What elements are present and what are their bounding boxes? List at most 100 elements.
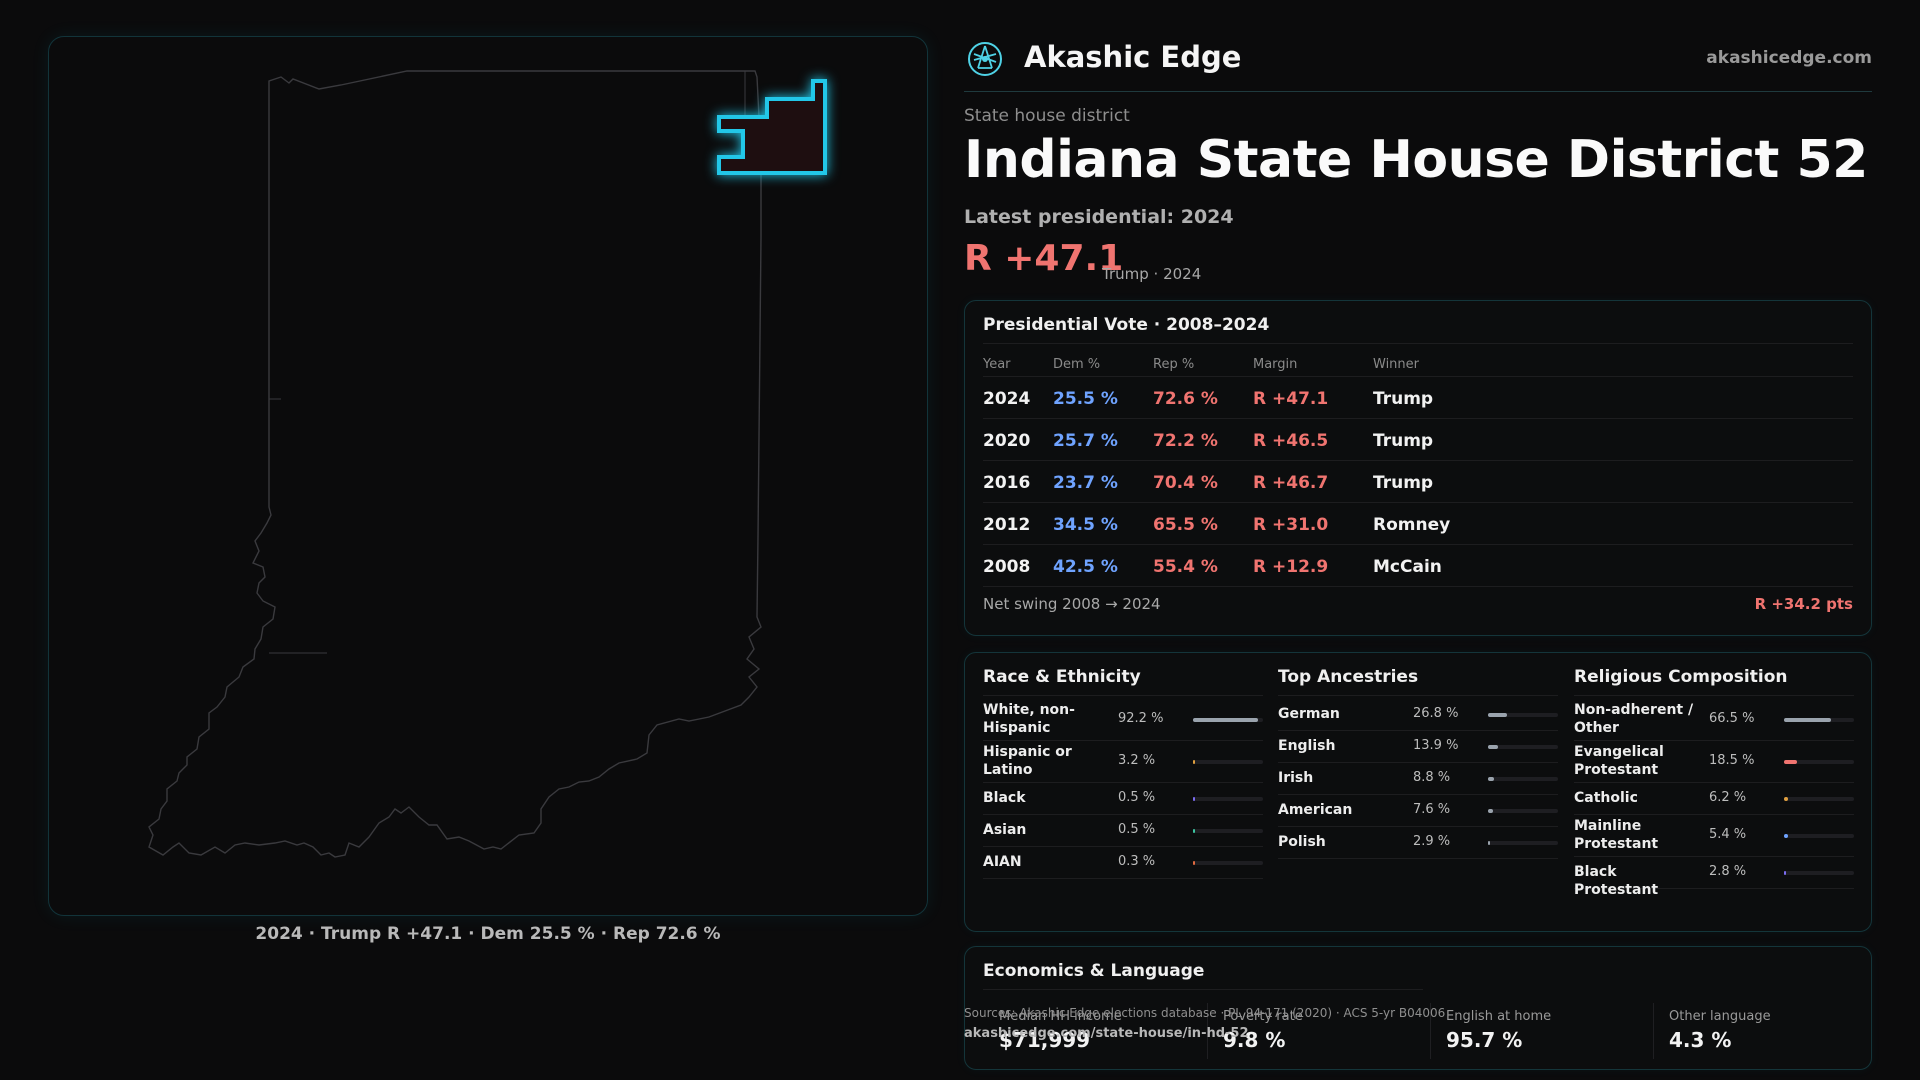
list-item: Irish 8.8 %	[1278, 763, 1558, 795]
item-bar	[1488, 809, 1558, 813]
presidential-card-title: Presidential Vote · 2008–2024	[983, 315, 1270, 335]
item-bar	[1488, 713, 1558, 717]
item-label: German	[1278, 706, 1340, 722]
header-winner: Winner	[1373, 357, 1420, 372]
brand-url-link[interactable]: akashicedge.com	[1706, 48, 1872, 68]
stat-other-language: Other language 4.3 %	[1669, 1009, 1771, 1052]
item-label: Hispanic or Latino	[983, 744, 1072, 778]
net-swing: Net swing 2008 → 2024 R +34.2 pts	[983, 595, 1853, 613]
item-label: Asian	[983, 822, 1027, 838]
header-margin: Margin	[1253, 357, 1298, 372]
divider	[1207, 1003, 1208, 1059]
row-winner: Trump	[1373, 389, 1434, 409]
item-label: Irish	[1278, 770, 1314, 786]
divider	[1278, 695, 1558, 696]
map-panel[interactable]	[48, 36, 928, 916]
item-bar	[1784, 871, 1854, 875]
item-label: English	[1278, 738, 1336, 754]
item-bar	[1488, 841, 1558, 845]
list-item: Mainline Protestant 5.4 %	[1574, 815, 1854, 857]
map-caption: 2024 · Trump R +47.1 · Dem 25.5 % · Rep …	[255, 924, 721, 944]
item-bar-fill	[1488, 841, 1491, 845]
divider	[983, 343, 1853, 344]
item-value: 13.9 %	[1413, 738, 1459, 753]
page-title: Indiana State House District 52	[964, 130, 1868, 190]
akashic-logo-icon[interactable]	[966, 40, 1004, 78]
divider	[983, 695, 1263, 696]
list-item: White, non-Hispanic 92.2 %	[983, 699, 1263, 741]
item-bar	[1193, 797, 1263, 801]
item-bar-fill	[1784, 760, 1797, 764]
item-bar-fill	[1193, 829, 1195, 833]
item-bar-fill	[1488, 809, 1494, 813]
item-value: 2.8 %	[1709, 864, 1747, 879]
religion-title: Religious Composition	[1574, 667, 1788, 687]
row-year: 2008	[983, 557, 1031, 577]
divider	[1430, 1003, 1431, 1059]
row-year: 2012	[983, 515, 1031, 535]
row-year: 2020	[983, 431, 1031, 451]
list-item: American 7.6 %	[1278, 795, 1558, 827]
presidential-vote-card: Presidential Vote · 2008–2024 Year Dem %…	[964, 300, 1872, 636]
table-row: 2024 25.5 % 72.6 % R +47.1 Trump	[983, 377, 1853, 419]
brand-name[interactable]: Akashic Edge	[1024, 40, 1242, 74]
item-label: Mainline Protestant	[1574, 818, 1659, 852]
table-row: 2020 25.7 % 72.2 % R +46.5 Trump	[983, 419, 1853, 461]
sources-url-link[interactable]: akashicedge.com/state-house/in-hd-52	[964, 1026, 1249, 1041]
item-bar-fill	[1193, 861, 1195, 865]
item-label: Black Protestant	[1574, 864, 1659, 898]
item-value: 7.6 %	[1413, 802, 1451, 817]
list-item: Non-adherent / Other 66.5 %	[1574, 699, 1854, 741]
row-rep: 55.4 %	[1153, 557, 1218, 577]
brand-header: Akashic Edge akashicedge.com	[964, 36, 1872, 92]
table-header: Year Dem % Rep % Margin Winner	[983, 351, 1853, 377]
list-item: Catholic 6.2 %	[1574, 783, 1854, 815]
divider	[983, 989, 1423, 990]
row-winner: Trump	[1373, 431, 1434, 451]
item-bar-fill	[1193, 797, 1195, 801]
item-bar	[1193, 718, 1263, 722]
item-value: 92.2 %	[1118, 711, 1164, 726]
item-bar	[1488, 745, 1558, 749]
sources-text: Sources: Akashic Edge elections database…	[964, 1006, 1446, 1020]
item-label: American	[1278, 802, 1353, 818]
item-value: 18.5 %	[1709, 753, 1755, 768]
item-bar-fill	[1784, 797, 1789, 801]
row-rep: 65.5 %	[1153, 515, 1218, 535]
item-value: 5.4 %	[1709, 827, 1747, 842]
item-label: Non-adherent / Other	[1574, 702, 1694, 736]
item-bar	[1193, 760, 1263, 764]
item-value: 8.8 %	[1413, 770, 1451, 785]
religion-section: Religious Composition Non-adherent / Oth…	[1574, 653, 1854, 933]
item-value: 66.5 %	[1709, 711, 1755, 726]
item-bar-fill	[1488, 777, 1495, 781]
row-dem: 34.5 %	[1053, 515, 1118, 535]
item-label: Catholic	[1574, 790, 1638, 806]
row-margin: R +46.7	[1253, 473, 1329, 493]
item-value: 26.8 %	[1413, 706, 1459, 721]
row-year: 2024	[983, 389, 1031, 409]
list-item: Black Protestant 2.8 %	[1574, 857, 1854, 898]
economics-title: Economics & Language	[983, 961, 1205, 981]
economics-card: Economics & Language Median HH income $7…	[964, 946, 1872, 1070]
district-52-shape[interactable]	[717, 79, 827, 175]
item-bar-fill	[1784, 834, 1788, 838]
item-value: 6.2 %	[1709, 790, 1747, 805]
district-map[interactable]	[49, 37, 929, 917]
divider	[1574, 695, 1854, 696]
header-year: Year	[983, 357, 1011, 372]
row-year: 2016	[983, 473, 1031, 493]
row-winner: McCain	[1373, 557, 1442, 577]
item-value: 2.9 %	[1413, 834, 1451, 849]
stat-value: 9.8 %	[1223, 1028, 1286, 1052]
divider	[1653, 1003, 1654, 1059]
list-item: English 13.9 %	[1278, 731, 1558, 763]
row-winner: Trump	[1373, 473, 1434, 493]
item-bar-fill	[1193, 718, 1258, 722]
stat-english-at-home: English at home 95.7 %	[1446, 1009, 1551, 1052]
list-item: Asian 0.5 %	[983, 815, 1263, 847]
item-bar	[1784, 718, 1854, 722]
stat-value: 95.7 %	[1446, 1028, 1523, 1052]
stat-median-income: Median HH income $71,999	[999, 1009, 1122, 1052]
district-type-label: State house district	[964, 106, 1130, 126]
